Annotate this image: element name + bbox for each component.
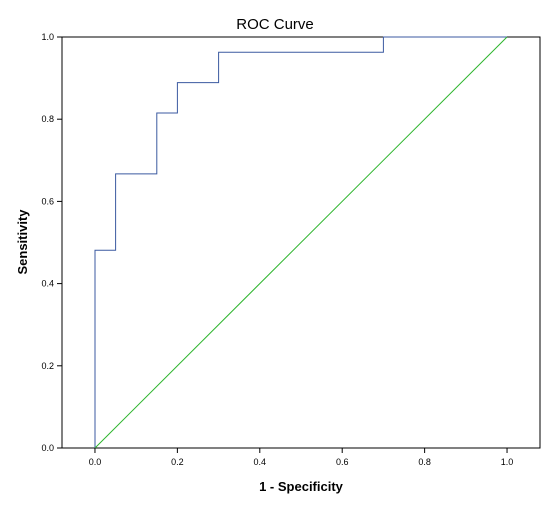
x-tick-label: 0.8 xyxy=(418,457,431,467)
series-layer xyxy=(94,36,508,449)
y-tick-label: 1.0 xyxy=(41,32,54,42)
roc-curve-line xyxy=(94,36,507,448)
y-tick-label: 0.8 xyxy=(41,114,54,124)
x-tick-label: 0.2 xyxy=(171,457,184,467)
reference-diagonal-line xyxy=(94,36,508,449)
x-tick-label: 0.0 xyxy=(89,457,102,467)
x-tick-label: 0.4 xyxy=(254,457,267,467)
y-axis-label: Sensitivity xyxy=(15,209,30,275)
y-tick-label: 0.0 xyxy=(41,443,54,453)
x-tick-label: 0.6 xyxy=(336,457,349,467)
y-tick-label: 0.2 xyxy=(41,361,54,371)
chart-title: ROC Curve xyxy=(236,16,314,33)
x-axis-label: 1 - Specificity xyxy=(259,479,344,494)
y-tick-label: 0.6 xyxy=(41,196,54,206)
x-tick-label: 1.0 xyxy=(501,457,514,467)
ticks-layer: 0.0 0.2 0.4 0.6 0.8 1.0 0.0 0.2 0.4 0.6 0.8 1.0 xyxy=(41,32,513,467)
y-tick-label: 0.4 xyxy=(41,279,54,289)
